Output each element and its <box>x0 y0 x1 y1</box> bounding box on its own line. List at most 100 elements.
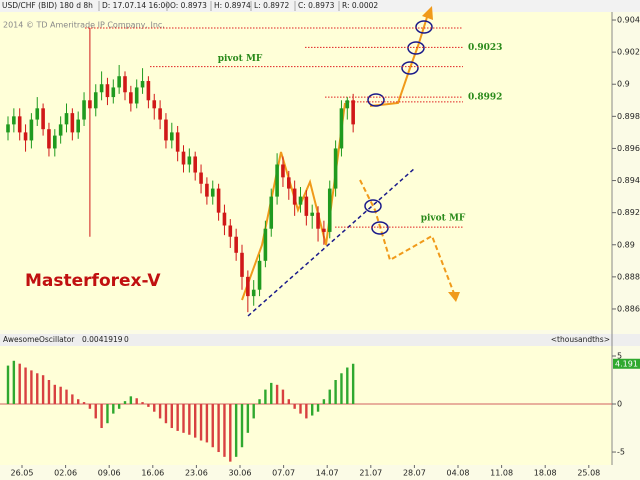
osc-bar <box>170 404 173 429</box>
osc-bar <box>100 404 103 429</box>
candle-body <box>187 156 192 165</box>
candle-body <box>70 113 75 133</box>
x-tick-label: 21.07 <box>359 469 382 478</box>
last-value-label: 4.191 <box>615 359 638 368</box>
osc-bar <box>88 404 92 409</box>
y-tick-label: 0.896 <box>617 144 640 153</box>
osc-bar <box>229 404 232 462</box>
osc-bar <box>311 404 314 416</box>
candle-body <box>93 92 98 109</box>
osc-bar <box>106 404 109 424</box>
osc-bar <box>205 404 209 443</box>
level-label: pivot MF <box>421 214 466 224</box>
candle-body <box>339 108 344 149</box>
candle-body <box>263 228 268 261</box>
x-tick-label: 25.08 <box>577 469 600 478</box>
arrow-head <box>422 6 433 20</box>
wave-path <box>241 102 346 301</box>
candle-body <box>123 76 127 93</box>
header-bar <box>0 0 640 12</box>
candle-body <box>12 116 16 125</box>
candle-body <box>64 113 69 125</box>
marker-ellipse <box>371 221 389 235</box>
y-tick-label: 0.902 <box>617 48 640 57</box>
candle-body <box>6 124 10 133</box>
osc-units: <thousandths> <box>551 335 610 344</box>
candle-body <box>287 177 291 189</box>
osc-bar <box>270 382 273 405</box>
candle-body <box>257 260 262 290</box>
osc-title: AwesomeOscillator <box>3 335 75 344</box>
candle-body <box>327 188 332 232</box>
candle-body <box>269 196 274 229</box>
osc-bar <box>53 384 56 405</box>
osc-bar <box>194 404 197 438</box>
osc-bar <box>217 404 220 453</box>
osc-bar <box>82 402 86 405</box>
candle-body <box>234 236 238 253</box>
projection-up <box>369 13 429 107</box>
osc-bar <box>182 404 185 433</box>
candle-body <box>210 188 215 197</box>
candle-body <box>164 119 168 141</box>
candle-body <box>199 172 203 184</box>
osc-bar <box>316 404 320 412</box>
y-tick-label: 0 <box>617 400 622 409</box>
osc-bar <box>293 404 296 409</box>
candle-body <box>298 196 303 205</box>
candle-body <box>181 151 186 165</box>
osc-bar <box>36 373 39 405</box>
x-tick-label: 11.08 <box>490 469 513 478</box>
candle-body <box>292 188 297 205</box>
x-tick-label: 16.06 <box>141 469 164 478</box>
candle-body <box>304 196 309 216</box>
candle-body <box>140 81 145 88</box>
candle-body <box>240 252 244 277</box>
osc-bar <box>65 389 68 405</box>
marker-ellipse <box>415 20 433 34</box>
candle-body <box>129 92 133 104</box>
candle-body <box>322 228 326 232</box>
brand: Masterforex-V <box>25 271 161 291</box>
osc-bar <box>71 394 74 405</box>
candle-body <box>310 212 314 216</box>
candle-body <box>345 100 350 109</box>
x-tick-label: 30.06 <box>229 469 252 478</box>
x-tick-label: 04.08 <box>447 469 470 478</box>
osc-bar <box>41 375 45 405</box>
candle-body <box>99 84 104 93</box>
candle-body <box>158 108 162 120</box>
header-field: C: 0.8973 <box>298 1 335 10</box>
y-tick-label: 5 <box>617 351 622 360</box>
y-tick-label: 0.904 <box>617 16 640 25</box>
y-tick-label: 0.9 <box>617 80 630 89</box>
candle-body <box>316 212 320 229</box>
candle-body <box>58 124 63 136</box>
candle-body <box>333 148 338 189</box>
osc-bar <box>176 404 179 431</box>
y-tick-label: 0.886 <box>617 304 640 313</box>
osc-bar <box>12 360 16 405</box>
osc-bar <box>141 402 144 405</box>
candle-body <box>205 183 209 197</box>
osc-bar <box>147 404 150 407</box>
osc-bar <box>164 404 168 424</box>
x-tick-label: 28.07 <box>403 469 426 478</box>
header-field: R: 0.0002 <box>342 1 378 10</box>
osc-bar <box>264 389 267 405</box>
candle-body <box>152 100 157 109</box>
osc-bar <box>18 363 21 405</box>
osc-bar <box>281 389 285 405</box>
osc-bar <box>258 399 261 405</box>
candle-body <box>228 225 233 237</box>
candle-body <box>134 87 139 104</box>
osc-bar <box>47 380 51 405</box>
osc-bar <box>135 398 138 405</box>
osc-bar <box>211 404 214 448</box>
marker-ellipse <box>401 61 419 75</box>
copyright: 2014 © TD Ameritrade IP Company, Inc. <box>3 21 165 30</box>
osc-bar <box>112 404 115 414</box>
osc-bar <box>129 396 133 405</box>
level-label: 0.9023 <box>468 43 502 53</box>
